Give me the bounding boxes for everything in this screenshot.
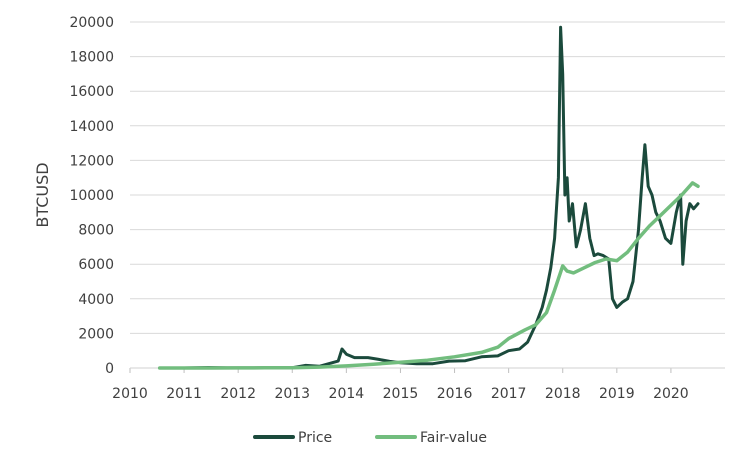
x-tick-label: 2017 bbox=[491, 386, 527, 402]
series-layer bbox=[157, 25, 700, 370]
x-tick-label: 2014 bbox=[329, 386, 365, 402]
legend-label: Price bbox=[298, 430, 332, 446]
y-tick-label: 8000 bbox=[78, 223, 114, 239]
x-tick-label: 2018 bbox=[545, 386, 581, 402]
y-tick-label: 12000 bbox=[69, 153, 114, 169]
y-tick-label: 10000 bbox=[69, 188, 114, 204]
y-tick-label: 2000 bbox=[78, 326, 114, 342]
x-tick-label: 2016 bbox=[437, 386, 473, 402]
x-tick-label: 2012 bbox=[220, 386, 256, 402]
x-tick-label: 2010 bbox=[112, 386, 148, 402]
x-tick-label: 2019 bbox=[599, 386, 635, 402]
series-line-fair-value bbox=[157, 181, 700, 370]
x-tick-label: 2011 bbox=[166, 386, 202, 402]
y-tick-label: 4000 bbox=[78, 292, 114, 308]
y-tick-label: 20000 bbox=[69, 15, 114, 31]
y-tick-label: 16000 bbox=[69, 84, 114, 100]
y-axis-title: BTCUSD bbox=[33, 162, 52, 227]
gridlines bbox=[130, 21, 725, 334]
x-tick-label: 2020 bbox=[653, 386, 689, 402]
y-tick-label: 6000 bbox=[78, 257, 114, 273]
x-axis-ticks: 2010 2011 2012 2013 2014 2015 2016 2017 2018 2019… bbox=[112, 368, 689, 402]
y-tick-label: 0 bbox=[105, 361, 114, 377]
series-line-price bbox=[158, 25, 700, 370]
x-tick-label: 2015 bbox=[383, 386, 419, 402]
y-tick-label: 14000 bbox=[69, 119, 114, 135]
legend: Price Fair-value bbox=[253, 430, 487, 446]
y-tick-label: 18000 bbox=[69, 50, 114, 66]
legend-label: Fair-value bbox=[420, 430, 487, 446]
x-tick-label: 2013 bbox=[274, 386, 310, 402]
y-axis-ticks: 0 2000 4000 6000 8000 10000 12000 14000 16000 180… bbox=[69, 15, 114, 377]
